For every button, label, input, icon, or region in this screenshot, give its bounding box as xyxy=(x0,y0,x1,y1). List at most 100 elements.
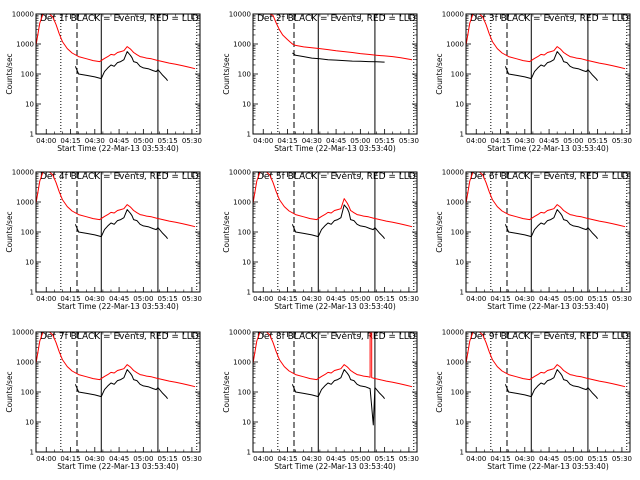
x-tick-label: 04:00 xyxy=(253,455,273,463)
detector-panel: Det 4f BLACK = Events, RED = LLD└1101001… xyxy=(5,169,202,312)
events-series-line xyxy=(291,204,385,240)
x-tick-label: 05:00 xyxy=(563,137,583,145)
y-tick-label: 1000 xyxy=(16,41,34,49)
x-axis-label: Start Time (22-Mar-13 03:53:40) xyxy=(274,462,396,471)
y-tick-label: 10000 xyxy=(229,329,251,337)
x-tick-label: 04:45 xyxy=(109,455,129,463)
plot-frame xyxy=(252,331,418,453)
x-tick-label: 05:00 xyxy=(350,295,370,303)
x-tick-label: 04:45 xyxy=(109,137,129,145)
y-tick-label: 10 xyxy=(25,259,34,267)
y-tick-label: 1000 xyxy=(233,359,251,367)
x-tick-label: 04:45 xyxy=(539,295,559,303)
x-tick-label: 04:30 xyxy=(85,137,105,145)
plot-frame xyxy=(35,171,201,293)
x-tick-label: 04:15 xyxy=(490,137,510,145)
lld-series-line xyxy=(36,172,196,228)
y-tick-label: 1000 xyxy=(446,359,464,367)
x-tick-label: 05:00 xyxy=(133,295,153,303)
x-tick-label: 04:30 xyxy=(302,137,322,145)
detector-panel: Det 9f BLACK = Events, RED = LLD└1101001… xyxy=(435,329,632,472)
x-tick-label: 04:00 xyxy=(36,455,56,463)
y-tick-label: 1 xyxy=(30,131,34,139)
x-tick-label: 05:15 xyxy=(588,137,608,145)
y-tick-label: 1 xyxy=(30,449,34,457)
y-tick-label: 10000 xyxy=(442,11,464,19)
lld-series-line xyxy=(253,172,413,228)
x-tick-label: 04:00 xyxy=(36,137,56,145)
y-tick-label: 10000 xyxy=(229,11,251,19)
events-series-line xyxy=(504,209,598,240)
events-series-line xyxy=(504,369,598,400)
y-axis-label: Counts/sec xyxy=(5,53,14,94)
detector-panel: Det 3f BLACK = Events, RED = LLD└1101001… xyxy=(435,11,632,154)
x-tick-label: 04:45 xyxy=(326,137,346,145)
lld-series-line xyxy=(253,14,413,61)
events-series-line xyxy=(292,52,385,63)
y-axis-label: Counts/sec xyxy=(222,371,231,412)
events-series-line xyxy=(504,51,598,82)
x-tick-label: 04:30 xyxy=(85,295,105,303)
x-tick-label: 04:15 xyxy=(490,455,510,463)
events-series-line xyxy=(74,51,168,82)
x-tick-label: 04:00 xyxy=(36,295,56,303)
y-tick-label: 100 xyxy=(238,229,251,237)
x-tick-label: 04:30 xyxy=(515,295,535,303)
y-tick-label: 1000 xyxy=(233,199,251,207)
y-tick-label: 10000 xyxy=(442,329,464,337)
plot-frame xyxy=(35,331,201,453)
y-tick-label: 10000 xyxy=(229,169,251,177)
lld-series-line xyxy=(466,14,626,70)
y-tick-label: 100 xyxy=(238,71,251,79)
y-tick-label: 1000 xyxy=(233,41,251,49)
x-axis-label: Start Time (22-Mar-13 03:53:40) xyxy=(487,462,609,471)
x-tick-label: 05:15 xyxy=(375,455,395,463)
x-tick-label: 05:30 xyxy=(612,455,632,463)
lld-series-line xyxy=(466,172,626,228)
y-tick-label: 1000 xyxy=(16,199,34,207)
x-tick-label: 05:30 xyxy=(399,295,419,303)
x-tick-label: 05:30 xyxy=(182,295,202,303)
x-tick-label: 05:15 xyxy=(375,137,395,145)
y-axis-label: Counts/sec xyxy=(435,211,444,252)
y-axis-label: Counts/sec xyxy=(222,53,231,94)
y-tick-label: 10 xyxy=(455,419,464,427)
y-tick-label: 1 xyxy=(460,131,464,139)
x-tick-label: 04:00 xyxy=(253,295,273,303)
x-tick-label: 05:15 xyxy=(375,295,395,303)
x-tick-label: 04:45 xyxy=(539,455,559,463)
lld-series-line xyxy=(466,332,626,388)
plot-frame xyxy=(35,13,201,135)
x-tick-label: 05:00 xyxy=(563,295,583,303)
x-tick-label: 05:30 xyxy=(612,295,632,303)
y-tick-label: 100 xyxy=(451,229,464,237)
x-tick-label: 04:45 xyxy=(109,295,129,303)
y-axis-label: Counts/sec xyxy=(435,53,444,94)
y-axis-label: Counts/sec xyxy=(435,371,444,412)
y-tick-label: 10 xyxy=(25,419,34,427)
y-tick-label: 1 xyxy=(460,449,464,457)
x-tick-label: 04:15 xyxy=(60,455,80,463)
x-tick-label: 04:15 xyxy=(277,137,297,145)
events-series-line xyxy=(74,209,168,240)
y-tick-label: 100 xyxy=(21,71,34,79)
y-tick-label: 1000 xyxy=(446,41,464,49)
lld-series-line xyxy=(36,14,196,70)
y-tick-label: 100 xyxy=(238,389,251,397)
x-tick-label: 05:30 xyxy=(399,137,419,145)
x-axis-label: Start Time (22-Mar-13 03:53:40) xyxy=(487,302,609,311)
y-tick-label: 100 xyxy=(451,389,464,397)
x-tick-label: 05:15 xyxy=(158,137,178,145)
x-tick-label: 04:15 xyxy=(60,295,80,303)
detector-panel: Det 1f BLACK = Events, RED = LLD└1101001… xyxy=(5,11,202,154)
x-tick-label: 05:15 xyxy=(158,295,178,303)
x-tick-label: 04:30 xyxy=(302,455,322,463)
x-tick-label: 04:15 xyxy=(490,295,510,303)
x-tick-label: 05:15 xyxy=(588,295,608,303)
detector-panel: Det 5f BLACK = Events, RED = LLD└1101001… xyxy=(222,169,419,312)
y-tick-label: 10000 xyxy=(12,169,34,177)
events-series-line xyxy=(291,369,385,426)
x-tick-label: 04:30 xyxy=(302,295,322,303)
x-tick-label: 05:00 xyxy=(133,137,153,145)
